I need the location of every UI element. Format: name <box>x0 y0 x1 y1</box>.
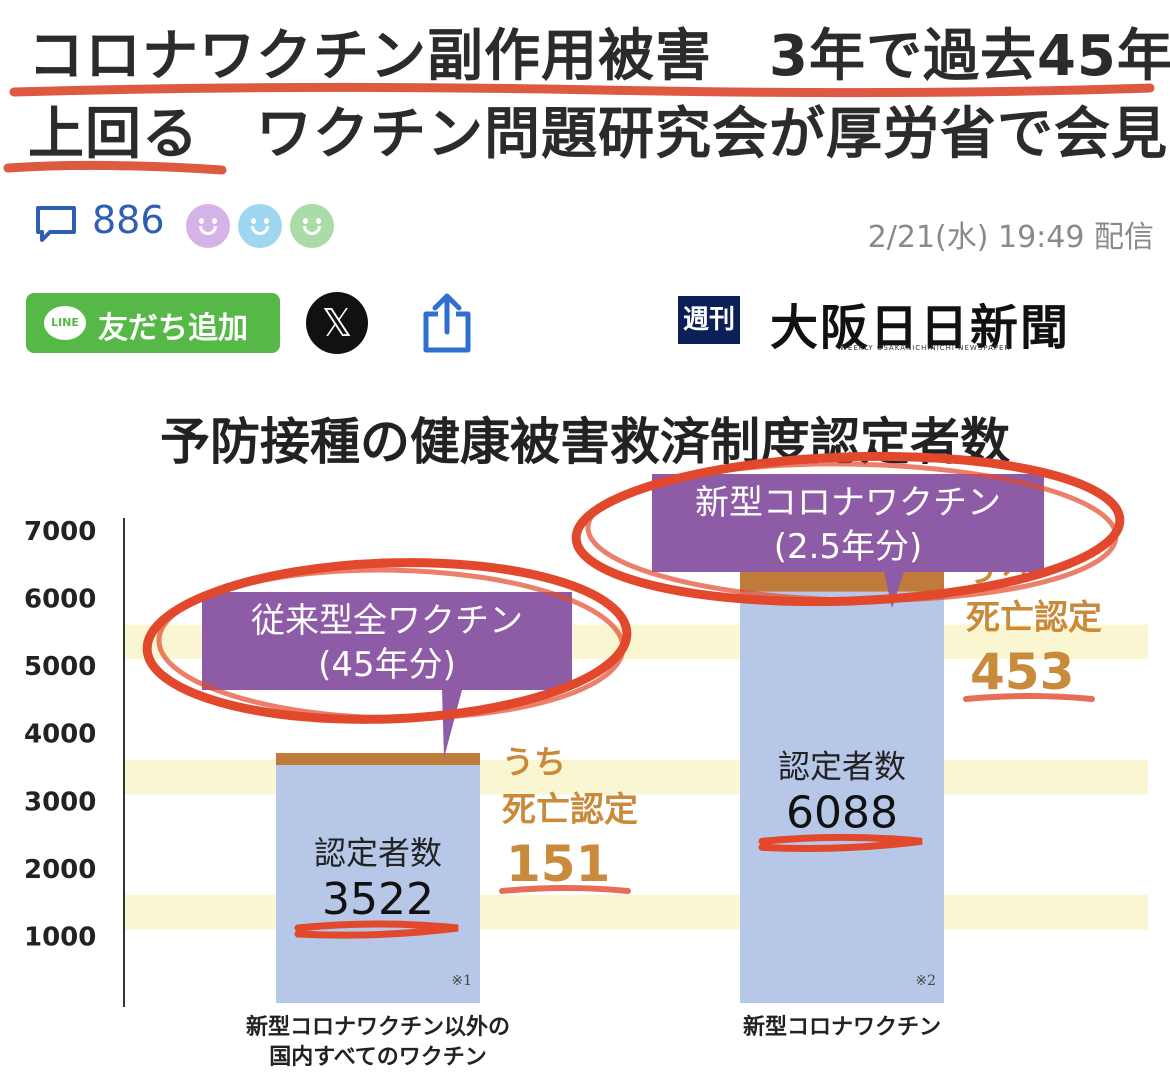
callout-line-2: (45年分) <box>318 645 456 685</box>
death-label-prefix: うち <box>502 743 566 781</box>
callout-line-2: (2.5年分) <box>774 527 923 567</box>
callout-box <box>652 474 1044 572</box>
publisher-weekly-badge: 週刊 <box>678 296 740 344</box>
comment-icon[interactable] <box>34 204 78 244</box>
line-logo-icon: LINE <box>44 306 86 340</box>
y-tick-label: 7000 <box>24 517 96 547</box>
death-value-underline <box>963 693 1095 703</box>
callout-tail <box>442 690 462 758</box>
bar-count-label: 認定者数 <box>778 747 906 785</box>
x-category-label: 新型コロナワクチン <box>743 1014 941 1040</box>
callout-tail <box>884 572 904 608</box>
publisher-logo[interactable]: 週刊 大阪日日新聞 WEEKLY OSAKANICHINICHI NEWSPAP… <box>678 290 1128 356</box>
y-tick-label: 3000 <box>24 787 96 817</box>
publisher-subtitle: WEEKLY OSAKANICHINICHI NEWSPAPER <box>840 344 1011 352</box>
death-value-underline <box>499 885 631 895</box>
headline-underlines <box>3 82 1155 175</box>
death-value: 453 <box>970 643 1074 701</box>
bar-count-value: 6088 <box>786 787 898 838</box>
death-value: 151 <box>506 835 610 893</box>
headline-underline-2 <box>3 160 227 175</box>
x-category-label: 新型コロナワクチン以外の <box>246 1014 510 1040</box>
y-tick-label: 5000 <box>24 652 96 682</box>
callout-line-1: 従来型全ワクチン <box>251 601 523 641</box>
y-tick-label: 1000 <box>24 922 96 952</box>
publisher-name: 大阪日日新聞 <box>770 300 1071 356</box>
callout-line-1: 新型コロナワクチン <box>695 483 1001 523</box>
headline-line-2: 上回る ワクチン問題研究会が厚労省で会見 <box>28 102 1168 167</box>
count-value-underline <box>758 833 923 852</box>
comment-count[interactable]: 886 <box>92 198 165 242</box>
share-icon[interactable] <box>418 290 476 356</box>
x-category-label: 国内すべてのワクチン <box>269 1045 487 1070</box>
callout-circle-stroke <box>585 461 1119 603</box>
count-value-underline <box>294 920 459 939</box>
reaction-purple-smile-icon[interactable] <box>186 204 230 248</box>
y-tick-label: 4000 <box>24 720 96 750</box>
line-add-friend-button[interactable]: LINE 友だち追加 <box>26 293 280 353</box>
chart-title: 予防接種の健康被害救済制度認定者数 <box>160 413 1010 471</box>
headline: コロナワクチン副作用被害 3年で過去45年 上回る ワクチン問題研究会が厚労省で… <box>28 18 1170 174</box>
y-tick-label: 6000 <box>24 585 96 615</box>
bar-note: ※2 <box>915 973 936 989</box>
y-tick-label: 2000 <box>24 855 96 885</box>
reaction-green-smile-icon[interactable] <box>290 204 334 248</box>
bar-certified-count <box>276 765 480 1003</box>
bar-count-value: 3522 <box>322 874 434 925</box>
bar-count-label: 認定者数 <box>314 834 442 872</box>
bar-certified-count <box>740 591 944 1003</box>
reaction-blue-smile-icon[interactable] <box>238 204 282 248</box>
publish-date: 2/21(水) 19:49 配信 <box>867 220 1154 255</box>
x-share-button[interactable]: 𝕏 <box>306 292 368 354</box>
death-label: 死亡認定 <box>966 598 1102 638</box>
headline-underline-1 <box>9 82 1155 98</box>
callout-circle-stroke <box>156 567 626 721</box>
bar-note: ※1 <box>451 973 472 989</box>
death-label: 死亡認定 <box>502 790 638 830</box>
article-meta: 886 2/21(水) 19:49 配信 <box>34 196 1154 255</box>
line-add-friend-label: 友だち追加 <box>98 311 248 346</box>
bar-death-segment <box>276 753 480 766</box>
callout-box <box>202 592 572 690</box>
headline-line-1: コロナワクチン副作用被害 3年で過去45年 <box>28 24 1170 89</box>
